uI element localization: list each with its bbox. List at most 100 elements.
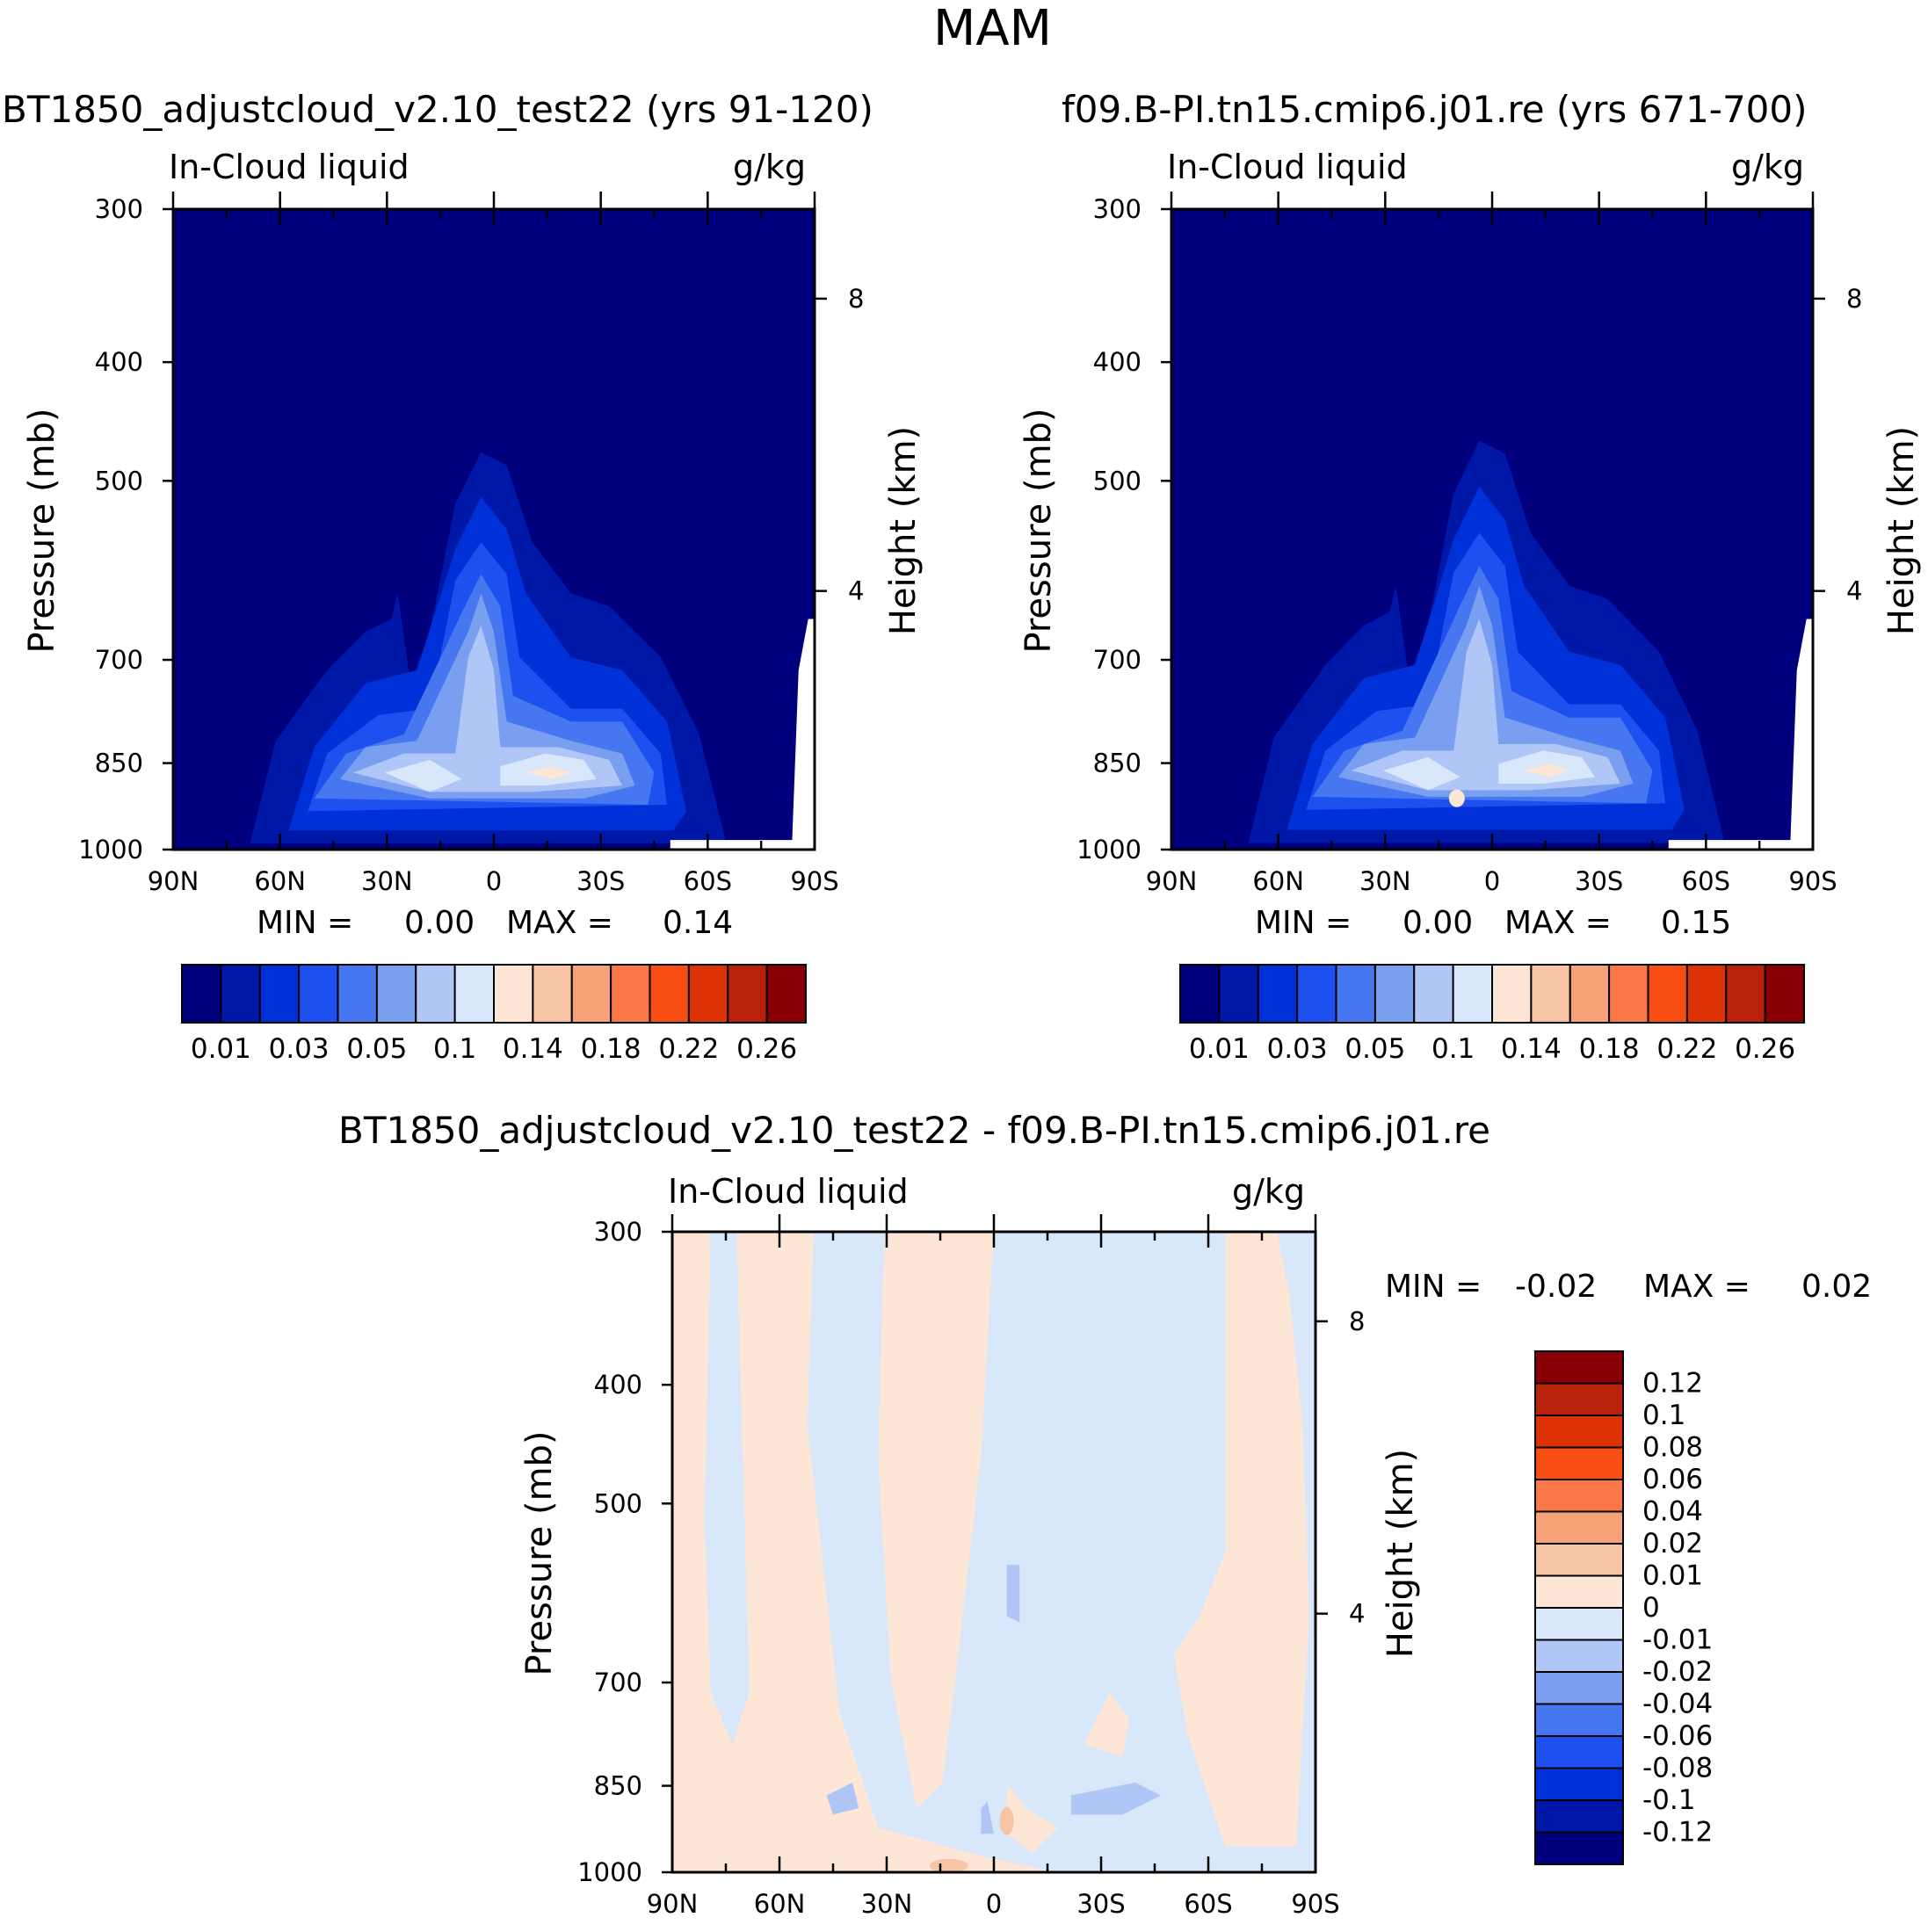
x-tick-label: 30S	[576, 866, 625, 896]
contour-level-5	[352, 625, 622, 792]
colorbar-box	[1534, 1671, 1624, 1705]
right-min-label: MIN =	[1255, 905, 1352, 941]
axes-0	[163, 192, 827, 851]
colorbar-tick-label: 0.1	[1642, 1400, 1685, 1431]
colorbar-tick-label: 0.22	[658, 1033, 719, 1065]
x-tick-label: 90N	[148, 866, 199, 896]
heatmap-field-0	[173, 209, 815, 850]
contour-level-8	[1524, 763, 1569, 778]
colorbar-tick-label: -0.08	[1642, 1753, 1713, 1784]
colorbar-box	[1534, 1607, 1624, 1641]
colorbar-box	[1296, 964, 1337, 1024]
x-tick-label: 90N	[1146, 866, 1198, 896]
colorbar-box	[687, 964, 729, 1024]
x-tick-label: 60N	[754, 1889, 806, 1919]
y-tick-label: 1000	[577, 1857, 642, 1887]
colorbar-tick-label: 0.06	[1642, 1464, 1703, 1495]
colorbar-box	[493, 964, 534, 1024]
diff-positive-region-5	[1006, 1782, 1059, 1854]
diff-positive-region-2	[878, 1232, 994, 1809]
colorbar-box	[765, 964, 807, 1024]
x-tick-label: 60S	[1682, 866, 1730, 896]
y2-tick-label: 4	[1846, 576, 1862, 606]
colorbar-box	[1608, 964, 1649, 1024]
colorbar-tick-label: 0.08	[1642, 1432, 1703, 1464]
colorbar-box	[532, 964, 573, 1024]
x-tick-label: 30S	[1076, 1889, 1125, 1919]
left-min-value: 0.00	[404, 905, 475, 941]
x-tick-label: 90S	[1291, 1889, 1339, 1919]
y-tick-label: 850	[1093, 749, 1142, 778]
left-panel-title: BT1850_adjustcloud_v2.10_test22 (yrs 91-…	[2, 88, 873, 131]
y-tick-label: 850	[594, 1771, 642, 1801]
y2-tick-label: 8	[1846, 284, 1862, 314]
right-min-value: 0.00	[1403, 905, 1474, 941]
colorbar-box	[1534, 1350, 1624, 1385]
missing-data-region	[1668, 619, 1813, 850]
left-min-label: MIN =	[257, 905, 354, 941]
y-tick-label: 1000	[1076, 835, 1142, 865]
colorbar-diff	[1534, 1350, 1624, 1865]
colorbar-tick-label: 0.01	[1189, 1033, 1250, 1065]
colorbar-tick-label: 0	[1642, 1592, 1660, 1624]
y-tick-label: 300	[95, 194, 143, 224]
right-variable-label: In-Cloud liquid	[1167, 148, 1408, 186]
colorbar-1	[1179, 964, 1805, 1024]
x-tick-label: 60S	[1184, 1889, 1232, 1919]
y2-tick-label: 4	[848, 576, 864, 606]
colorbar-box	[610, 964, 651, 1024]
colorbar-tick-label: 0.26	[1735, 1033, 1795, 1065]
x-tick-label: 60N	[254, 866, 306, 896]
diff-min-label: MIN =	[1385, 1269, 1482, 1305]
diff-negative-region-2	[826, 1782, 859, 1815]
y-tick-label: 400	[1093, 347, 1142, 377]
colorbar-box	[337, 964, 378, 1024]
x-tick-label: 0	[1484, 866, 1500, 896]
y-tick-label: 500	[594, 1488, 642, 1518]
colorbar-box	[1530, 964, 1571, 1024]
colorbar-tick-label: 0.14	[1501, 1033, 1562, 1065]
left-max-label: MAX =	[506, 905, 613, 941]
colorbar-box	[1647, 964, 1688, 1024]
diff-variable-label: In-Cloud liquid	[668, 1172, 909, 1211]
colorbar-tick-label: 0.04	[1642, 1496, 1703, 1528]
diff-max-spot-2	[929, 1858, 968, 1873]
colorbar-tick-label: 0.1	[433, 1033, 476, 1065]
diff-positive-region-4	[1084, 1692, 1129, 1757]
colorbar-box	[649, 964, 690, 1024]
x-tick-label: 30N	[861, 1889, 913, 1919]
right-max-value: 0.15	[1661, 905, 1732, 941]
right-max-label: MAX =	[1504, 905, 1612, 941]
colorbar-box	[1534, 1703, 1624, 1737]
figure-title: MAM	[933, 0, 1052, 57]
missing-data-region	[670, 619, 815, 850]
x-tick-label: 90N	[647, 1889, 699, 1919]
colorbar-tick-label: -0.1	[1642, 1784, 1696, 1816]
colorbar-tick-label: -0.12	[1642, 1817, 1713, 1849]
colorbar-tick-label: 0.03	[269, 1033, 330, 1065]
colorbar-tick-label: 0.05	[1345, 1033, 1405, 1065]
colorbar-tick-label: -0.02	[1642, 1656, 1713, 1688]
colorbar-box	[1725, 964, 1766, 1024]
colorbar-tick-label: 0.18	[581, 1033, 641, 1065]
y-tick-label: 1000	[78, 835, 143, 865]
colorbar-box	[1534, 1382, 1624, 1416]
heatmap-field-diff	[672, 1232, 1316, 1873]
y2-tick-label: 4	[1349, 1599, 1365, 1629]
x-tick-label: 30N	[1359, 866, 1411, 896]
y-tick-label: 400	[594, 1370, 642, 1400]
y-tick-label: 300	[594, 1217, 642, 1247]
colorbar-box	[1764, 964, 1805, 1024]
y-tick-label: 500	[95, 466, 143, 496]
colorbar-tick-label: 0.01	[191, 1033, 251, 1065]
colorbar-tick-label: 0.26	[736, 1033, 797, 1065]
x-tick-label: 30N	[361, 866, 413, 896]
colorbar-0	[181, 964, 807, 1024]
colorbar-box	[1534, 1735, 1624, 1769]
y2-tick-label: 8	[1349, 1306, 1365, 1336]
y-tick-label: 500	[1093, 466, 1142, 496]
axes-2	[662, 1214, 1328, 1874]
contour-level-8	[525, 766, 571, 779]
colorbar-box	[1534, 1639, 1624, 1673]
